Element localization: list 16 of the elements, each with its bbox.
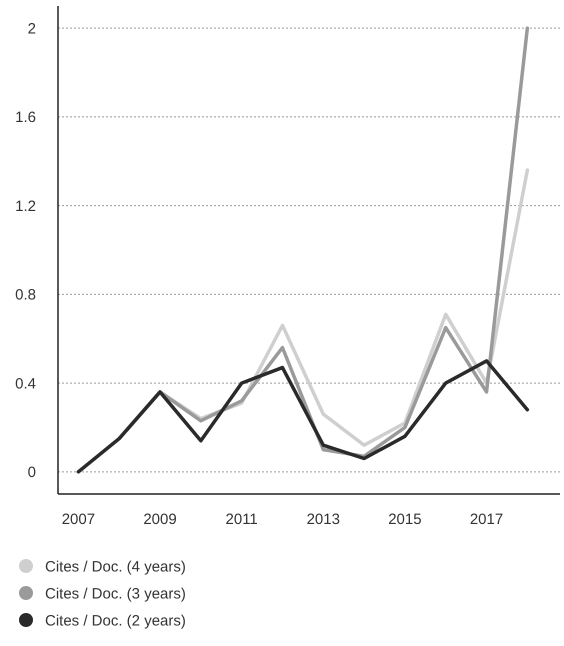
y-tick-label: 1.2 <box>15 198 36 215</box>
line-series <box>76 359 530 474</box>
y-tick-label: 1.6 <box>15 109 36 126</box>
y-tick-label: 0.4 <box>15 375 36 392</box>
x-tick-label: 2011 <box>226 511 258 528</box>
y-tick-label: 2 <box>28 20 36 38</box>
x-tick-label: 2017 <box>470 511 504 528</box>
legend-label: Cites / Doc. (4 years) <box>45 558 186 576</box>
x-tick-label: 2015 <box>388 511 422 528</box>
legend-label: Cites / Doc. (3 years) <box>45 585 186 602</box>
y-tick-label: 0 <box>28 464 36 482</box>
x-tick-label: 2009 <box>143 511 177 528</box>
y-tick-label: 0.8 <box>15 286 36 304</box>
x-tick-label: 2007 <box>62 511 96 528</box>
legend-label: Cites / Doc. (2 years) <box>45 612 186 630</box>
x-tick-label: 2013 <box>306 511 340 528</box>
